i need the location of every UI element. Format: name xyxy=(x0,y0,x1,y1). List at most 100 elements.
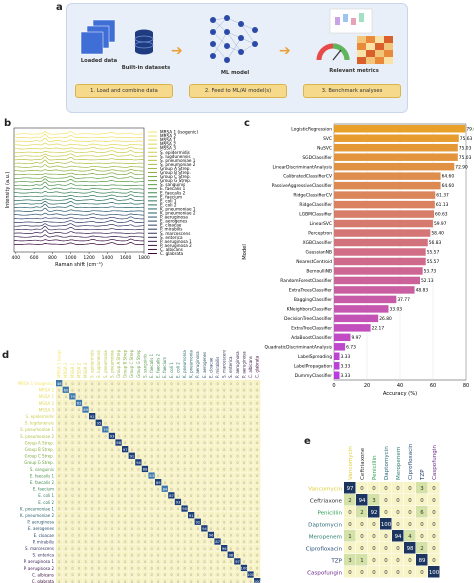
row-label: C. glabrata xyxy=(32,579,55,583)
spectrum-line xyxy=(13,186,145,190)
matrix-cell xyxy=(161,564,168,572)
matrix-cell xyxy=(69,525,76,532)
cell-value: 0 xyxy=(71,468,73,472)
cell-value: 0 xyxy=(111,461,113,465)
matrix-cell xyxy=(108,538,116,545)
cell-value: 0 xyxy=(177,560,179,564)
cell-value: 0 xyxy=(85,415,87,419)
matrix-cell xyxy=(227,426,234,433)
cell-value: 0 xyxy=(78,435,80,439)
cell-value: 0 xyxy=(118,553,120,557)
matrix-cell xyxy=(194,578,201,583)
cell-value: 0 xyxy=(118,448,120,452)
matrix-cell xyxy=(95,512,102,519)
matrix-cell xyxy=(168,465,175,473)
matrix-cell xyxy=(75,380,83,387)
matrix-cell xyxy=(141,531,149,539)
matrix-cell xyxy=(141,505,149,512)
matrix-cell xyxy=(161,505,168,512)
cell-value: 0 xyxy=(58,560,60,564)
matrix-cell xyxy=(122,564,129,572)
matrix-cell xyxy=(227,525,234,532)
cell-value: 0 xyxy=(256,514,258,518)
cell-value: 0 xyxy=(78,534,80,538)
matrix-cell xyxy=(207,380,215,387)
matrix-cell xyxy=(368,566,380,578)
matrix-cell xyxy=(240,380,248,387)
cell-value: 93 xyxy=(110,435,115,439)
matrix-cell xyxy=(168,538,175,545)
matrix-cell xyxy=(128,485,135,492)
matrix-cell xyxy=(234,505,241,512)
cell-value: 0 xyxy=(384,510,388,516)
matrix-cell xyxy=(207,512,215,519)
cell-value: 0 xyxy=(164,454,166,458)
cell-value: 0 xyxy=(170,580,172,583)
matrix-cell xyxy=(247,512,254,519)
cell-value: 0 xyxy=(230,560,232,564)
matrix-cell xyxy=(89,498,96,506)
bar xyxy=(334,134,459,142)
cell-value: 0 xyxy=(124,540,126,544)
cell-value: 0 xyxy=(197,468,199,472)
cell-value: 0 xyxy=(360,486,364,492)
cell-value: 83 xyxy=(149,474,154,478)
matrix-cell xyxy=(135,452,142,459)
matrix-cell xyxy=(89,432,96,440)
cell-value: 0 xyxy=(236,507,238,511)
matrix-cell xyxy=(254,386,261,393)
matrix-cell xyxy=(62,564,69,572)
cell-value: 0 xyxy=(157,402,159,406)
matrix-cell xyxy=(95,564,102,572)
cell-value: 92 xyxy=(90,415,95,419)
value-label: 3.33 xyxy=(340,373,350,379)
matrix-cell xyxy=(174,479,182,486)
matrix-cell xyxy=(89,558,96,565)
matrix-cell xyxy=(168,492,175,499)
matrix-cell xyxy=(95,531,102,539)
matrix-cell xyxy=(135,446,142,453)
cell-value: 0 xyxy=(223,388,225,392)
matrix-cell xyxy=(254,525,261,532)
y-axis-label: Model xyxy=(242,244,248,260)
matrix-cell xyxy=(122,512,129,519)
spectrum-line xyxy=(13,168,144,172)
spectrum-line xyxy=(13,220,145,223)
cell-value: 100 xyxy=(429,570,440,576)
matrix-cell xyxy=(214,571,221,578)
matrix-cell xyxy=(135,413,142,420)
cell-value: 0 xyxy=(151,547,153,551)
legend-entry: E. cloacae xyxy=(160,223,182,228)
matrix-cell xyxy=(102,399,109,407)
matrix-cell xyxy=(95,406,102,413)
matrix-cell xyxy=(141,426,149,433)
matrix-cell xyxy=(214,485,221,492)
matrix-cell xyxy=(148,459,155,466)
x-axis-label: Accuracy (%) xyxy=(383,391,417,397)
matrix-cell xyxy=(174,439,182,446)
cell-value: 3 xyxy=(372,498,375,504)
cell-value: 0 xyxy=(144,534,146,538)
matrix-cell xyxy=(240,531,248,539)
matrix-cell xyxy=(240,459,248,466)
matrix-cell xyxy=(155,538,162,545)
row-label: Ceftriaxone xyxy=(310,498,343,504)
cell-value: 0 xyxy=(210,501,212,505)
cell-value: 0 xyxy=(91,547,93,551)
x-tick-label: 40 xyxy=(397,383,403,389)
value-label: 33.03 xyxy=(389,306,402,312)
matrix-cell xyxy=(135,432,142,440)
cell-value: 0 xyxy=(256,454,258,458)
matrix-cell xyxy=(404,554,416,566)
matrix-cell xyxy=(194,439,201,446)
matrix-cell xyxy=(247,465,254,473)
col-label: E. faecalis 2 xyxy=(156,353,161,378)
matrix-cell xyxy=(234,551,241,558)
matrix-cell xyxy=(95,525,102,532)
cell-value: 0 xyxy=(190,461,192,465)
spectrum-line xyxy=(14,175,145,179)
col-label: MRSA 1 (isogenic) xyxy=(57,350,62,378)
cell-value: 0 xyxy=(236,402,238,406)
matrix-cell xyxy=(227,386,234,393)
matrix-cell xyxy=(404,566,416,578)
